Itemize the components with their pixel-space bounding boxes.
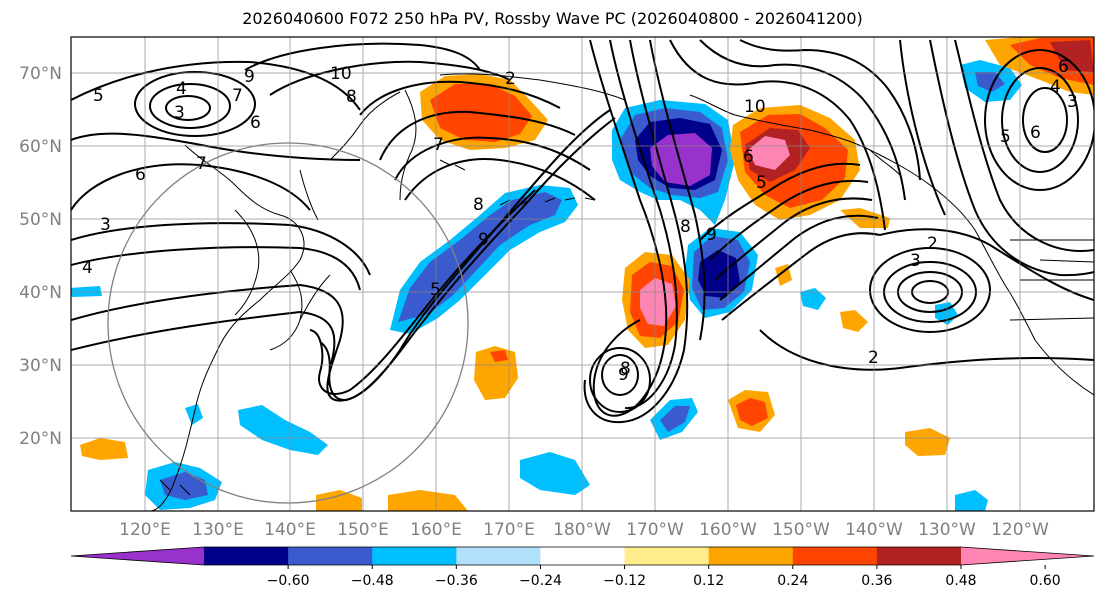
coastlines [149, 73, 1094, 511]
colorbar-tick-label: 0.60 [1030, 573, 1061, 589]
colorbar-tick-label: 0.36 [861, 573, 892, 589]
lon-label: 150°W [772, 520, 830, 540]
lon-label: 130°E [192, 520, 244, 540]
latitude-labels: 70°N 60°N 50°N 40°N 30°N 20°N [19, 64, 62, 449]
lat-label: 20°N [19, 429, 62, 449]
colorbar-tick-label: −0.60 [267, 573, 310, 589]
contour-label: 5 [93, 86, 104, 106]
colorbar-swatch [876, 547, 962, 565]
contour-label: 3 [174, 103, 185, 123]
contour-label: 5 [1000, 127, 1011, 147]
colorbar-swatch [372, 547, 457, 565]
contour-label: 9 [706, 225, 717, 245]
colorbar-swatch [708, 547, 794, 565]
colorbar-tick-label: 0.48 [945, 573, 976, 589]
contour-label: 9 [478, 230, 489, 250]
contour-label: 8 [680, 217, 691, 237]
lat-label: 30°N [19, 356, 62, 376]
colorbar-tick-label: 0.12 [693, 573, 724, 589]
colorbar-extend-min [71, 547, 204, 565]
colorbar-tick-label: 0.24 [777, 573, 808, 589]
contour-label: 3 [100, 215, 111, 235]
colorbar-swatch [204, 547, 289, 565]
colorbar-outline [70, 546, 1095, 566]
contour-label: 10 [330, 64, 352, 84]
contour-label: 6 [250, 113, 261, 133]
contour-label: 7 [433, 135, 444, 155]
lon-label: 140°E [264, 520, 316, 540]
colorbar-tick-label: −0.48 [351, 573, 394, 589]
map-frame [70, 36, 1095, 512]
lat-label: 60°N [19, 137, 62, 157]
colorbar: −0.60 −0.48 −0.36 −0.24 −0.12 0.12 0.24 0.36 0.4… [70, 546, 1095, 589]
colorbar-swatch [540, 547, 626, 565]
contour-label: 3 [1067, 92, 1078, 112]
contour-label: 5 [430, 280, 441, 300]
colorbar-extend-max [961, 547, 1094, 565]
colorbar-swatch [288, 547, 373, 565]
contour-label: 10 [744, 97, 766, 117]
contour-label: 8 [620, 359, 631, 379]
contour-label: 6 [1058, 57, 1069, 77]
contour-label: 6 [135, 165, 146, 185]
pv-contours [71, 39, 1094, 424]
contour-label: 7 [196, 154, 207, 174]
lon-label: 160°E [410, 520, 462, 540]
colorbar-swatch [624, 547, 710, 565]
contour-label: 4 [1050, 77, 1061, 97]
longitude-labels: 120°E 130°E 140°E 150°E 160°E 170°E 180°… [119, 520, 1049, 540]
contour-label: 5 [756, 173, 767, 193]
contour-label: 9 [618, 365, 629, 385]
lon-label: 170°W [626, 520, 684, 540]
contour-label: 7 [232, 86, 243, 106]
colorbar-tick-label: −0.24 [519, 573, 562, 589]
contour-label: 8 [346, 87, 357, 107]
lat-label: 70°N [19, 64, 62, 84]
contour-label: 2 [927, 234, 938, 254]
contour-label: 4 [176, 79, 187, 99]
map-title: 2026040600 F072 250 hPa PV, Rossby Wave … [242, 9, 863, 28]
contour-label: 6 [743, 147, 754, 167]
lon-label: 120°E [119, 520, 171, 540]
lon-label: 120°W [991, 520, 1049, 540]
contour-label: 4 [82, 258, 93, 278]
colorbar-swatch [792, 547, 878, 565]
graticule [71, 37, 1094, 511]
lon-label: 160°W [699, 520, 757, 540]
colorbar-swatch [456, 547, 541, 565]
contour-label: 6 [1030, 123, 1041, 143]
lon-label: 150°E [337, 520, 389, 540]
colorbar-tick-label: −0.12 [603, 573, 646, 589]
reference-circle [107, 142, 469, 504]
contour-labels: 5 3 4 9 7 6 10 8 7 6 3 4 5 8 9 7 2 9 10 … [82, 57, 1078, 385]
lon-label: 130°W [918, 520, 976, 540]
contour-label: 3 [910, 251, 921, 271]
contour-label: 8 [473, 195, 484, 215]
lat-label: 40°N [19, 283, 62, 303]
contour-label: 2 [505, 69, 516, 89]
contour-label: 9 [244, 67, 255, 87]
lon-label: 170°E [483, 520, 535, 540]
colorbar-tick-label: −0.36 [435, 573, 478, 589]
contour-label: 2 [868, 348, 879, 368]
lon-label: 180°W [553, 520, 611, 540]
lon-label: 140°W [845, 520, 903, 540]
lat-label: 50°N [19, 210, 62, 230]
